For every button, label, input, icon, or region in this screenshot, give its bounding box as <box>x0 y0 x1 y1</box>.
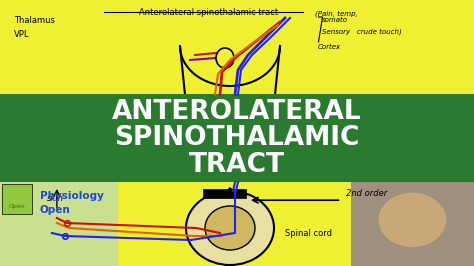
Text: ANTEROLATERAL: ANTEROLATERAL <box>112 99 362 125</box>
Text: TRACT: TRACT <box>189 152 285 178</box>
Bar <box>2 184 32 214</box>
Ellipse shape <box>378 193 446 247</box>
Text: Anterolateral spinothalamic tract: Anterolateral spinothalamic tract <box>139 8 278 17</box>
Text: VPL: VPL <box>14 30 30 39</box>
Text: Physiology: Physiology <box>40 191 104 201</box>
Text: Open: Open <box>9 204 26 209</box>
Bar <box>0 94 474 182</box>
Bar <box>351 182 474 266</box>
Text: Spinal cord: Spinal cord <box>285 228 332 238</box>
Text: Sensory   crude touch): Sensory crude touch) <box>322 28 402 35</box>
Text: skin: skin <box>47 194 64 203</box>
Text: Cortex: Cortex <box>318 44 341 50</box>
Bar <box>0 182 118 266</box>
Text: Open: Open <box>40 205 71 215</box>
Ellipse shape <box>205 206 255 250</box>
Text: SPINOTHALAMIC: SPINOTHALAMIC <box>114 125 360 151</box>
Text: 2nd order: 2nd order <box>346 189 387 198</box>
Text: (Pain, temp,: (Pain, temp, <box>315 10 358 16</box>
Text: somato: somato <box>322 17 348 23</box>
Text: Thalamus: Thalamus <box>14 16 55 25</box>
Ellipse shape <box>216 48 234 68</box>
Ellipse shape <box>186 191 274 265</box>
